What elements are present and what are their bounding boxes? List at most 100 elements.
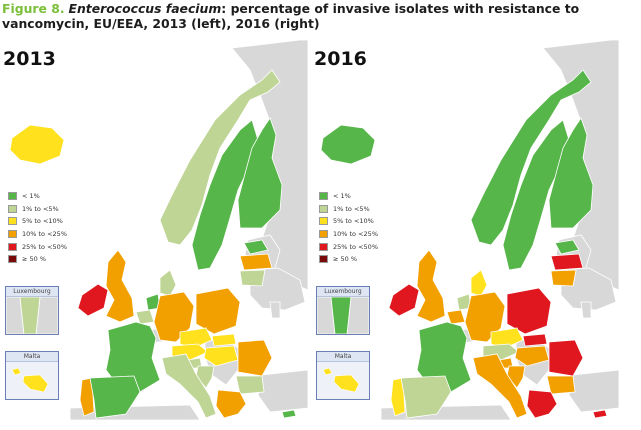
legend-swatch: [319, 242, 328, 251]
legend-swatch: [319, 230, 328, 239]
legend-label: ≥ 50 %: [22, 255, 47, 264]
country-finland: [548, 117, 594, 229]
country-estonia: [554, 239, 580, 255]
europe-map-2013: [9, 40, 308, 420]
country-czechia: [179, 327, 213, 349]
legend-item: < 1%: [319, 190, 378, 203]
legend-swatch: [8, 192, 17, 201]
country-france: [416, 321, 472, 393]
country-spain: [89, 375, 141, 419]
legend-item: 1% to <5%: [8, 203, 67, 216]
country-france: [105, 321, 161, 393]
legend-label: 5% to <10%: [333, 217, 374, 226]
legend-swatch: [319, 217, 328, 226]
legend-item: 5% to <10%: [319, 215, 378, 228]
country-luxembourg: [19, 297, 41, 334]
map-panel-2013: 2013 < 1% 1% to <5% 5% to <10% 10% to <25% 2…: [0, 40, 308, 420]
luxembourg-inset: Luxembourg: [316, 286, 370, 335]
country-nodata-belgium: [6, 297, 25, 334]
legend-label: 25% to <50%: [22, 242, 67, 251]
legend-label: 10% to <25%: [333, 230, 378, 239]
country-nodata-moldova: [580, 301, 592, 319]
country-malta: [22, 374, 49, 393]
country-estonia: [243, 239, 269, 255]
country-romania: [237, 339, 273, 377]
country-norway: [470, 69, 592, 246]
country-poland: [195, 287, 241, 335]
country-latvia: [239, 253, 273, 271]
country-ireland: [77, 283, 109, 317]
country-belgium: [135, 309, 155, 325]
legend-label: 1% to <5%: [333, 204, 370, 213]
country-hungary: [514, 345, 550, 367]
country-belgium: [446, 309, 466, 325]
legend-swatch: [8, 255, 17, 264]
legend-label: 25% to <50%: [333, 242, 378, 251]
legend-item: 1% to <5%: [319, 203, 378, 216]
map-panel-2016: 2016 < 1% 1% to <5% 5% to <10% 10% to <25% 2…: [311, 40, 619, 420]
legend-label: 10% to <25%: [22, 230, 67, 239]
legend-swatch: [319, 192, 328, 201]
country-luxembourg: [330, 297, 352, 334]
country-nodata-turkey: [257, 369, 308, 413]
country-iceland: [320, 124, 376, 165]
legend: < 1% 1% to <5% 5% to <10% 10% to <25% 25% to…: [319, 190, 378, 266]
country-greece: [526, 389, 558, 419]
legend-swatch: [8, 204, 17, 213]
malta-map: [11, 367, 49, 393]
legend: < 1% 1% to <5% 5% to <10% 10% to <25% 25% to…: [8, 190, 67, 266]
legend-label: 1% to <5%: [22, 204, 59, 213]
europe-map-2016: [320, 40, 619, 420]
luxembourg-inset: Luxembourg: [5, 286, 59, 335]
country-iceland: [9, 124, 65, 165]
legend-item: 10% to <25%: [319, 228, 378, 241]
legend-item: < 1%: [8, 190, 67, 203]
malta-map: [322, 367, 360, 393]
legend-item: ≥ 50 %: [8, 253, 67, 266]
country-cyprus: [281, 409, 297, 419]
country-malta-gozo: [11, 367, 22, 376]
legend-item: 10% to <25%: [8, 228, 67, 241]
luxembourg-map: [317, 297, 369, 334]
legend-swatch: [8, 230, 17, 239]
country-denmark: [159, 269, 177, 297]
country-slovakia: [211, 333, 237, 347]
country-bulgaria: [235, 375, 265, 395]
country-nodata-russia: [231, 40, 308, 291]
legend-label: < 1%: [22, 192, 40, 201]
country-nodata-turkey: [568, 369, 619, 413]
legend-swatch: [319, 255, 328, 264]
legend-label: < 1%: [333, 192, 351, 201]
country-italy: [472, 353, 528, 419]
country-nodata-moldova: [269, 301, 281, 319]
year-label: 2016: [314, 48, 367, 70]
legend-swatch: [319, 204, 328, 213]
country-slovakia: [522, 333, 548, 347]
legend-item: 25% to <50%: [319, 240, 378, 253]
country-lithuania: [550, 269, 577, 287]
country-sweden: [191, 119, 259, 271]
country-hungary: [203, 345, 239, 367]
country-nodata-belgium: [317, 297, 336, 334]
legend-label: ≥ 50 %: [333, 255, 358, 264]
legend-item: 25% to <50%: [8, 240, 67, 253]
malta-inset: Malta: [316, 351, 370, 400]
legend-item: 5% to <10%: [8, 215, 67, 228]
inset-title: Malta: [317, 352, 369, 362]
luxembourg-map: [6, 297, 58, 334]
legend-swatch: [8, 217, 17, 226]
inset-title: Malta: [6, 352, 58, 362]
legend-swatch: [8, 242, 17, 251]
country-italy: [161, 353, 217, 419]
country-lithuania: [239, 269, 266, 287]
country-ireland: [388, 283, 420, 317]
inset-title: Luxembourg: [317, 287, 369, 297]
legend-label: 5% to <10%: [22, 217, 63, 226]
country-bulgaria: [546, 375, 576, 395]
inset-title: Luxembourg: [6, 287, 58, 297]
country-romania: [548, 339, 584, 377]
country-spain: [400, 375, 452, 419]
country-cyprus: [592, 409, 608, 419]
country-uk: [416, 249, 446, 323]
legend-item: ≥ 50 %: [319, 253, 378, 266]
